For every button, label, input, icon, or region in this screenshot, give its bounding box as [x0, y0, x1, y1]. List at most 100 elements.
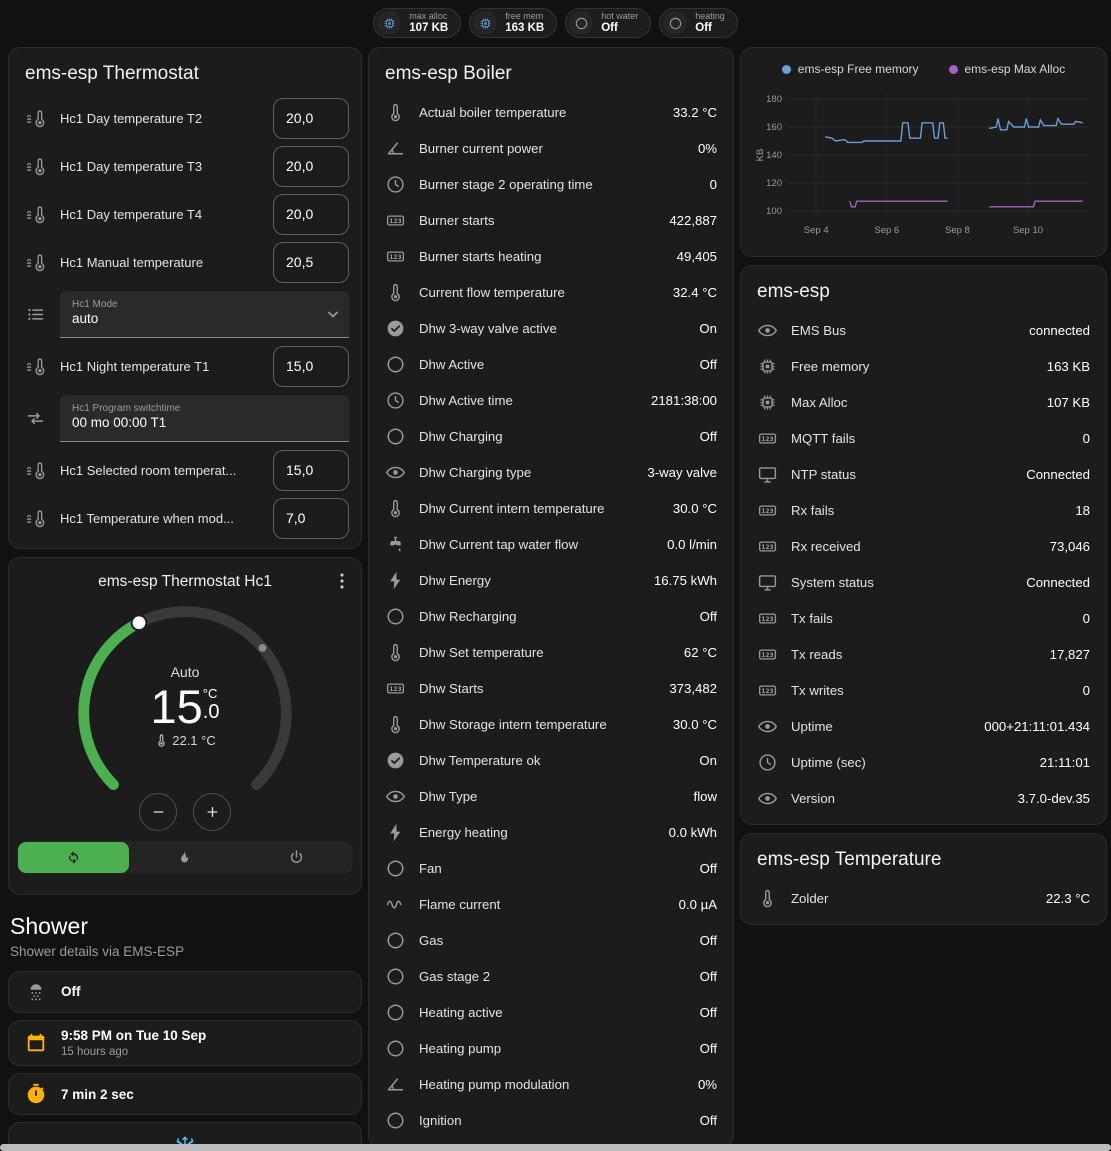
entity-row[interactable]: Gas Off — [369, 922, 733, 958]
entity-row[interactable]: Dhw 3-way valve active On — [369, 310, 733, 346]
dial-handle[interactable] — [130, 614, 148, 632]
status-badge[interactable]: free mem 163 KB — [469, 8, 558, 38]
entity-label: Hc1 Selected room temperat... — [60, 462, 237, 478]
entity-row[interactable]: 123 Tx reads 17,827 — [741, 636, 1106, 672]
shower-timestamp-relative: 15 hours ago — [61, 1045, 129, 1058]
entity-label: Rx received — [791, 538, 861, 554]
entity-row[interactable]: Gas stage 2 Off — [369, 958, 733, 994]
badge-bar: max alloc 107 KB free mem 163 KB hot water Of… — [0, 0, 1111, 47]
entity-row[interactable]: Flame current 0.0 µA — [369, 886, 733, 922]
entity-row[interactable]: 123 Dhw Starts 373,482 — [369, 670, 733, 706]
status-badge[interactable]: heating Off — [659, 8, 738, 38]
entity-label: Hc1 Manual temperature — [60, 254, 204, 270]
mode-select[interactable]: Hc1 Mode auto — [60, 290, 349, 338]
entity-row[interactable]: Dhw Set temperature 62 °C — [369, 634, 733, 670]
entity-label: Dhw Temperature ok — [419, 752, 541, 768]
mode-off-button[interactable] — [241, 842, 352, 873]
entity-value: Connected — [1026, 574, 1090, 590]
entity-row[interactable]: 123 Burner starts heating 49,405 — [369, 238, 733, 274]
entity-row[interactable]: Max Alloc 107 KB — [741, 384, 1106, 420]
shower-duration-card[interactable]: 7 min 2 sec — [8, 1073, 362, 1116]
entity-row[interactable]: NTP status Connected — [741, 456, 1106, 492]
entity-row[interactable]: Dhw Charging type 3-way valve — [369, 454, 733, 490]
entity-row[interactable]: 123 MQTT fails 0 — [741, 420, 1106, 456]
shower-state-card[interactable]: Off — [8, 971, 362, 1013]
entity-value: 73,046 — [1049, 538, 1090, 554]
entity-label: Heating pump modulation — [419, 1076, 570, 1092]
mode-heat-button[interactable] — [129, 842, 240, 873]
card-title: ems-esp Thermostat — [25, 63, 199, 84]
temperature-input[interactable]: 20,0 — [273, 97, 349, 139]
entity-row[interactable]: Dhw Active time 2181:38:00 — [369, 382, 733, 418]
entity-row[interactable]: System status Connected — [741, 564, 1106, 600]
entity-row[interactable]: Heating pump Off — [369, 1030, 733, 1066]
shower-timestamp-card[interactable]: 9:58 PM on Tue 10 Sep 15 hours ago — [8, 1020, 362, 1067]
temperature-input[interactable]: 20,0 — [273, 193, 349, 235]
decrease-temp-button[interactable] — [139, 793, 177, 831]
increase-temp-button[interactable] — [193, 793, 231, 831]
entity-value: 16.75 kWh — [653, 572, 717, 588]
svg-text:180: 180 — [766, 94, 782, 105]
circle-icon — [385, 930, 406, 951]
entity-row[interactable]: Actual boiler temperature 33.2 °C — [369, 94, 733, 130]
entity-row[interactable]: Dhw Type flow — [369, 778, 733, 814]
horizontal-scrollbar[interactable] — [0, 1144, 1111, 1151]
thermostat-dial[interactable]: Auto 15 °C .0 22.1 °C — [67, 595, 303, 831]
entity-row[interactable]: Dhw Storage intern temperature 30.0 °C — [369, 706, 733, 742]
status-badge[interactable]: hot water Off — [565, 8, 652, 38]
temperature-input[interactable]: 15,0 — [273, 449, 349, 491]
entity-row[interactable]: Burner current power 0% — [369, 130, 733, 166]
entity-row[interactable]: Fan Off — [369, 850, 733, 886]
dots-vertical-icon[interactable] — [331, 570, 353, 592]
memory-chip-icon — [382, 16, 397, 31]
counter-icon: 123 — [757, 608, 778, 629]
entity-row[interactable]: Dhw Current intern temperature 30.0 °C — [369, 490, 733, 526]
entity-row[interactable]: Version 3.7.0-dev.35 — [741, 780, 1106, 816]
entity-row[interactable]: Uptime (sec) 21:11:01 — [741, 744, 1106, 780]
monitor-icon — [757, 464, 778, 485]
entity-value: 0.0 kWh — [668, 824, 717, 840]
entity-row[interactable]: 123 Burner starts 422,887 — [369, 202, 733, 238]
badge-value: Off — [601, 21, 618, 34]
entity-row[interactable]: Free memory 163 KB — [741, 348, 1106, 384]
entity-row[interactable]: Heating active Off — [369, 994, 733, 1030]
entity-row[interactable]: 123 Tx fails 0 — [741, 600, 1106, 636]
entity-row[interactable]: 123 Rx fails 18 — [741, 492, 1106, 528]
entity-label: Dhw Energy — [419, 572, 491, 588]
temperature-input[interactable]: 15,0 — [273, 345, 349, 387]
target-temp-fraction: .0 — [202, 701, 220, 723]
entity-row[interactable]: Dhw Current tap water flow 0.0 l/min — [369, 526, 733, 562]
memory-history-chart[interactable]: 100 120 140 160 180 Sep 4 Sep 6 Sep 8 Sep 10 KB — [750, 80, 1098, 252]
entity-row[interactable]: Dhw Active Off — [369, 346, 733, 382]
switchtime-input[interactable]: Hc1 Program switchtime 00 mo 00:00 T1 — [60, 394, 349, 442]
entity-row[interactable]: Dhw Charging Off — [369, 418, 733, 454]
entity-row[interactable]: Current flow temperature 32.4 °C — [369, 274, 733, 310]
temperature-input[interactable]: 20,5 — [273, 241, 349, 283]
entity-row[interactable]: EMS Bus connected — [741, 312, 1106, 348]
entity-row[interactable]: Zolder 22.3 °C — [741, 880, 1106, 916]
mode-auto-button[interactable] — [18, 842, 130, 873]
check-circle-icon — [385, 318, 406, 339]
entity-row[interactable]: Dhw Temperature ok On — [369, 742, 733, 778]
current-temperature: 22.1 °C — [154, 733, 216, 748]
target-temperature: 15 °C .0 — [151, 683, 220, 730]
entity-value: 22.3 °C — [1045, 890, 1090, 906]
entity-row[interactable]: 123 Tx writes 0 — [741, 672, 1106, 708]
entity-row[interactable]: Energy heating 0.0 kWh — [369, 814, 733, 850]
legend-item[interactable]: ems-esp Free memory — [781, 62, 919, 76]
entity-row[interactable]: Dhw Energy 16.75 kWh — [369, 562, 733, 598]
entity-value: 163 KB — [1046, 358, 1090, 374]
entity-row[interactable]: 123 Rx received 73,046 — [741, 528, 1106, 564]
entity-row[interactable]: Dhw Recharging Off — [369, 598, 733, 634]
temperature-input[interactable]: 20,0 — [273, 145, 349, 187]
temperature-input[interactable]: 7,0 — [273, 497, 349, 539]
entity-row[interactable]: Ignition Off — [369, 1102, 733, 1138]
entity-label: Current flow temperature — [419, 284, 565, 300]
entity-row[interactable]: Uptime 000+21:11:01.434 — [741, 708, 1106, 744]
entity-row[interactable]: Heating pump modulation 0% — [369, 1066, 733, 1102]
legend-item[interactable]: ems-esp Max Alloc — [948, 62, 1065, 76]
clock-icon — [385, 174, 406, 195]
entity-row[interactable]: Burner stage 2 operating time 0 — [369, 166, 733, 202]
status-badge[interactable]: max alloc 107 KB — [373, 8, 462, 38]
